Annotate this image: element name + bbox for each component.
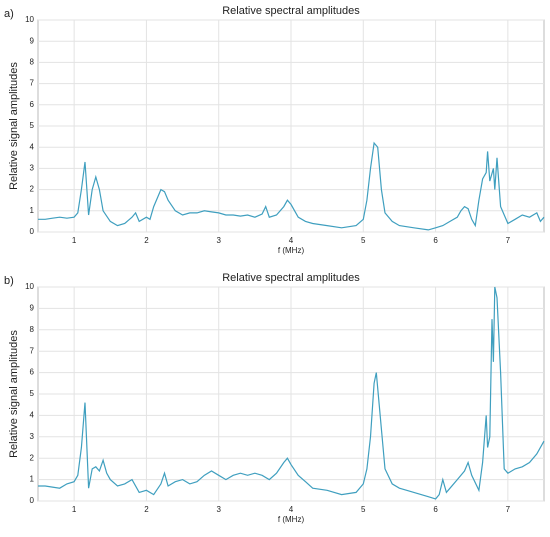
y-axis-label: Relative signal amplitudes — [8, 62, 20, 190]
y-tick-label: 6 — [30, 368, 35, 377]
y-tick-label: 7 — [30, 79, 35, 88]
y-tick-label: 10 — [25, 282, 34, 291]
spectrum-line — [38, 286, 545, 500]
x-axis-label: f (MHz) — [278, 515, 305, 524]
y-tick-label: 0 — [30, 227, 35, 236]
y-tick-label: 7 — [30, 346, 35, 355]
y-tick-label: 1 — [30, 475, 35, 484]
y-tick-label: 9 — [30, 36, 35, 45]
spectrum-line — [38, 141, 545, 231]
y-tick-label: 4 — [30, 411, 35, 420]
x-tick-label: 7 — [506, 505, 511, 514]
x-tick-label: 5 — [361, 505, 366, 514]
x-tick-label: 3 — [216, 236, 221, 245]
y-tick-label: 10 — [25, 15, 34, 24]
y-tick-label: 9 — [30, 304, 35, 313]
x-tick-label: 4 — [289, 505, 294, 514]
x-tick-label: 1 — [72, 236, 77, 245]
x-tick-label: 5 — [361, 236, 366, 245]
chart-title: Relative spectral amplitudes — [222, 272, 360, 284]
y-tick-label: 8 — [30, 58, 35, 67]
y-tick-label: 5 — [30, 121, 35, 130]
chart-title: Relative spectral amplitudes — [222, 5, 360, 17]
y-tick-label: 6 — [30, 100, 35, 109]
y-tick-label: 3 — [30, 432, 35, 441]
y-tick-label: 0 — [30, 496, 35, 505]
y-tick-label: 2 — [30, 185, 35, 194]
x-tick-label: 4 — [289, 236, 294, 245]
x-tick-label: 1 — [72, 505, 77, 514]
panel-label: a) — [4, 8, 14, 20]
y-tick-label: 4 — [30, 142, 35, 151]
x-tick-label: 6 — [433, 236, 438, 245]
y-tick-label: 8 — [30, 325, 35, 334]
y-tick-label: 5 — [30, 389, 35, 398]
x-tick-label: 3 — [216, 505, 221, 514]
x-axis-label: f (MHz) — [278, 246, 305, 255]
y-axis-label: Relative signal amplitudes — [8, 330, 20, 458]
x-tick-label: 2 — [144, 236, 149, 245]
y-tick-label: 3 — [30, 164, 35, 173]
x-tick-label: 2 — [144, 505, 149, 514]
y-tick-label: 2 — [30, 453, 35, 462]
x-tick-label: 6 — [433, 505, 438, 514]
panel-label: b) — [4, 275, 14, 287]
y-tick-label: 1 — [30, 206, 35, 215]
x-tick-label: 7 — [506, 236, 511, 245]
